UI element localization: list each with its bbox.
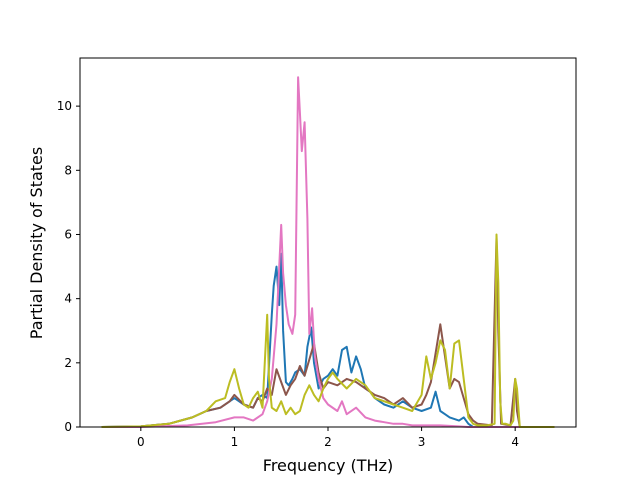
y-tick-label: 6 — [64, 227, 72, 241]
y-tick-label: 4 — [64, 292, 72, 306]
y-tick-label: 8 — [64, 163, 72, 177]
x-tick-label: 3 — [418, 435, 426, 449]
series-layer — [101, 76, 555, 428]
x-tick-label: 0 — [137, 435, 145, 449]
y-tick-label: 0 — [64, 420, 72, 434]
series-line-1 — [101, 236, 555, 428]
x-tick-label: 1 — [231, 435, 239, 449]
ticks-layer: 0 1 2 3 4 0 2 4 6 8 10 — [57, 99, 519, 449]
series-line-2 — [101, 76, 555, 428]
y-tick-label: 10 — [57, 99, 72, 113]
series-line-3 — [101, 233, 555, 428]
y-tick-label: 2 — [64, 356, 72, 370]
x-tick-label: 4 — [511, 435, 519, 449]
plot-frame — [79, 57, 577, 428]
x-tick-label: 2 — [324, 435, 332, 449]
x-axis-label: Frequency (THz) — [263, 456, 393, 475]
y-axis-label: Partial Density of States — [27, 147, 46, 339]
